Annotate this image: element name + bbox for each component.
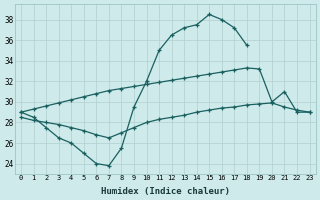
X-axis label: Humidex (Indice chaleur): Humidex (Indice chaleur) <box>101 187 230 196</box>
